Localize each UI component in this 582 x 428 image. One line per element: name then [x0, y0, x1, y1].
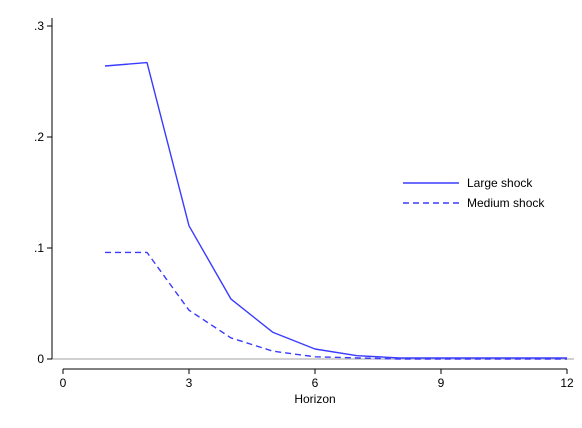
y-tick-label: .1	[34, 241, 44, 255]
y-tick-label: .3	[34, 19, 44, 33]
x-axis-title: Horizon	[294, 392, 335, 406]
series-line-large-shock	[104, 61, 567, 359]
legend: Large shock Medium shock	[403, 176, 545, 210]
x-tick-label: 12	[560, 376, 574, 390]
x-tick-label: 6	[312, 376, 319, 390]
y-tick-label: .2	[34, 130, 44, 144]
series-group	[104, 61, 567, 360]
series-line-medium-shock	[105, 251, 567, 360]
legend-label-large-shock: Large shock	[467, 176, 533, 190]
legend-label-medium-shock: Medium shock	[467, 196, 545, 210]
y-tick-label: 0	[37, 352, 44, 366]
x-tick-label: 0	[60, 376, 67, 390]
ticks-group: 0 .1 .2 .3 0 3 6 9 12	[34, 19, 574, 390]
x-tick-label: 3	[186, 376, 193, 390]
x-tick-label: 9	[438, 376, 445, 390]
